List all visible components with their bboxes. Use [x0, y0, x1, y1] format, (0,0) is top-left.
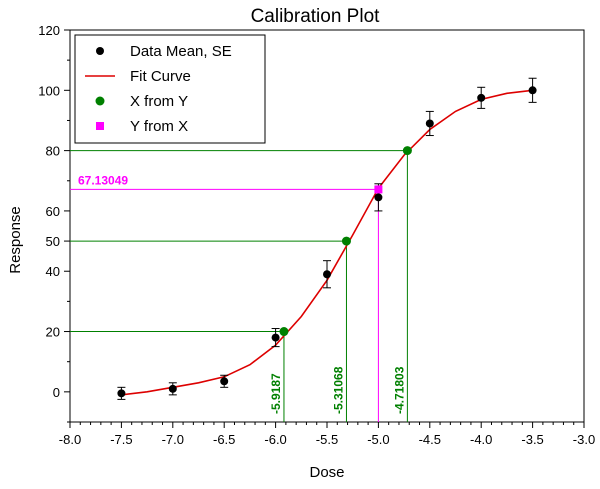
legend-marker-data: [96, 47, 104, 55]
data-point: [477, 93, 486, 102]
x-tick-label: -5.0: [367, 432, 389, 447]
x-tick-label: -7.5: [110, 432, 132, 447]
data-point: [374, 193, 383, 202]
x-from-y-point: [279, 327, 289, 337]
x-tick-label: -3.0: [573, 432, 595, 447]
y-tick-label: 100: [38, 83, 60, 98]
y-tick-label: 80: [46, 144, 60, 159]
data-point: [117, 389, 126, 398]
x-from-y-value-label: -4.71803: [392, 366, 406, 414]
x-from-y-value-label: -5.9187: [269, 373, 283, 414]
x-tick-label: -4.5: [419, 432, 441, 447]
x-tick-label: -4.0: [470, 432, 492, 447]
x-from-y-value-label: -5.31068: [331, 366, 345, 414]
data-point: [271, 333, 280, 342]
legend-entry-label: Fit Curve: [130, 68, 191, 85]
legend-entry-label: Data Mean, SE: [130, 43, 232, 60]
x-tick-label: -3.5: [521, 432, 543, 447]
data-point: [425, 119, 434, 128]
data-point: [323, 270, 331, 279]
legend-box: [74, 34, 266, 144]
legend: Data Mean, SE Fit Curve X from Y Y from X: [74, 34, 266, 144]
chart-title: Calibration Plot: [251, 6, 381, 27]
x-tick-label: -6.0: [264, 432, 286, 447]
y-tick-label: 40: [46, 264, 60, 279]
y-tick-label: 60: [46, 204, 60, 219]
y-tick-label: 120: [38, 23, 60, 38]
x-tick-label: -5.5: [316, 432, 338, 447]
y-tick-label: 0: [53, 385, 60, 400]
y-from-x-point: [374, 185, 383, 194]
y-axis-label: Response: [7, 206, 24, 274]
data-point: [220, 377, 229, 386]
x-axis-label: Dose: [309, 464, 344, 481]
y-tick-label: 50: [46, 234, 60, 249]
plot-area: -8.0 -7.5 -7.0 -6.5 -6.0 -5.5 -5.0 -4.5 -4.0 -3.5…: [38, 23, 595, 447]
data-point: [168, 384, 177, 393]
legend-entry-label: Y from X: [130, 118, 188, 135]
x-tick-label: -8.0: [59, 432, 81, 447]
legend-marker-x-from-y: [95, 96, 105, 106]
y-from-x-value-label: 67.13049: [78, 173, 128, 187]
data-point: [528, 86, 537, 95]
legend-entry-label: X from Y: [130, 93, 188, 110]
y-tick-label: 20: [46, 325, 60, 340]
x-tick-label: -6.5: [213, 432, 235, 447]
x-from-y-point: [402, 146, 412, 156]
x-from-y-point: [341, 236, 351, 246]
legend-marker-y-from-x: [96, 122, 104, 130]
x-tick-label: -7.0: [162, 432, 184, 447]
